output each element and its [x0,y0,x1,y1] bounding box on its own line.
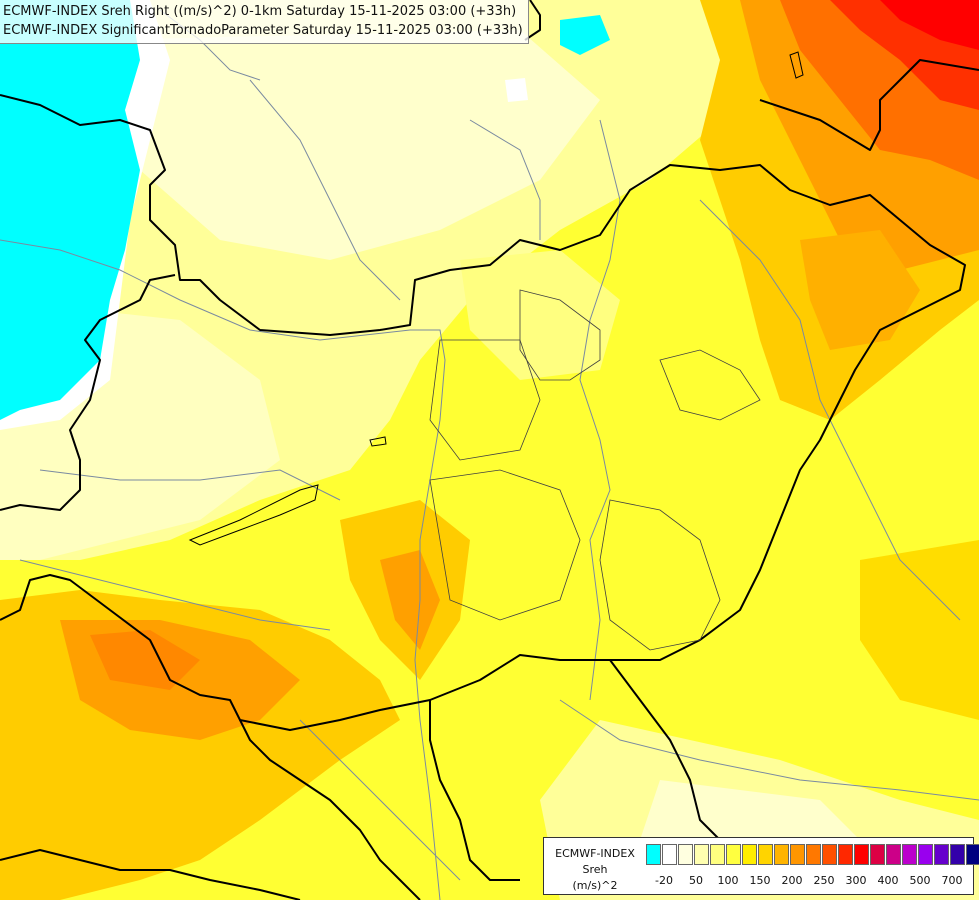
legend-swatch [710,844,725,865]
legend-source: ECMWF-INDEX [555,847,635,860]
legend-swatch [694,844,709,865]
legend-tick-label: 500 [909,874,931,887]
legend-swatch [774,844,789,865]
legend-swatch [854,844,869,865]
legend-swatch [806,844,821,865]
rivers [0,9,979,900]
legend-tick-label: 100 [717,874,739,887]
map-title-box: ECMWF-INDEX Sreh Right ((m/s)^2) 0-1km S… [0,0,529,44]
color-legend: ECMWF-INDEX Sreh (m/s)^2 -20 50 100 150 200 2… [543,837,979,895]
legend-swatch [822,844,837,865]
legend-swatch [646,844,661,865]
legend-swatch [742,844,757,865]
legend-tick-label: 300 [845,874,867,887]
region-borders [429,289,761,651]
legend-swatch [678,844,693,865]
legend-tick-label: 700 [941,874,963,887]
legend-swatch [966,844,979,865]
legend-swatch [950,844,965,865]
legend-tick-label: 250 [813,874,835,887]
legend-tick-label: 400 [877,874,899,887]
legend-swatch [838,844,853,865]
map-title-line-2: ECMWF-INDEX SignificantTornadoParameter … [3,23,523,38]
legend-tick-label: 200 [781,874,803,887]
legend-swatch [790,844,805,865]
legend-swatch [662,844,677,865]
legend-swatch [726,844,741,865]
legend-tick-label: 150 [749,874,771,887]
lakes [188,51,804,546]
map-title-line-1: ECMWF-INDEX Sreh Right ((m/s)^2) 0-1km S… [3,4,517,19]
legend-ticks: -20 50 100 150 200 250 300 400 500 700 [646,874,976,890]
legend-swatches [646,844,979,865]
legend-unit: (m/s)^2 [572,879,618,892]
legend-swatch [870,844,885,865]
legend-variable: Sreh [582,863,608,876]
legend-swatch [934,844,949,865]
legend-swatch [902,844,917,865]
legend-swatch [758,844,773,865]
legend-tick-label: 50 [689,874,703,887]
legend-swatch [918,844,933,865]
legend-swatch [886,844,901,865]
legend-tick-label: -20 [655,874,673,887]
